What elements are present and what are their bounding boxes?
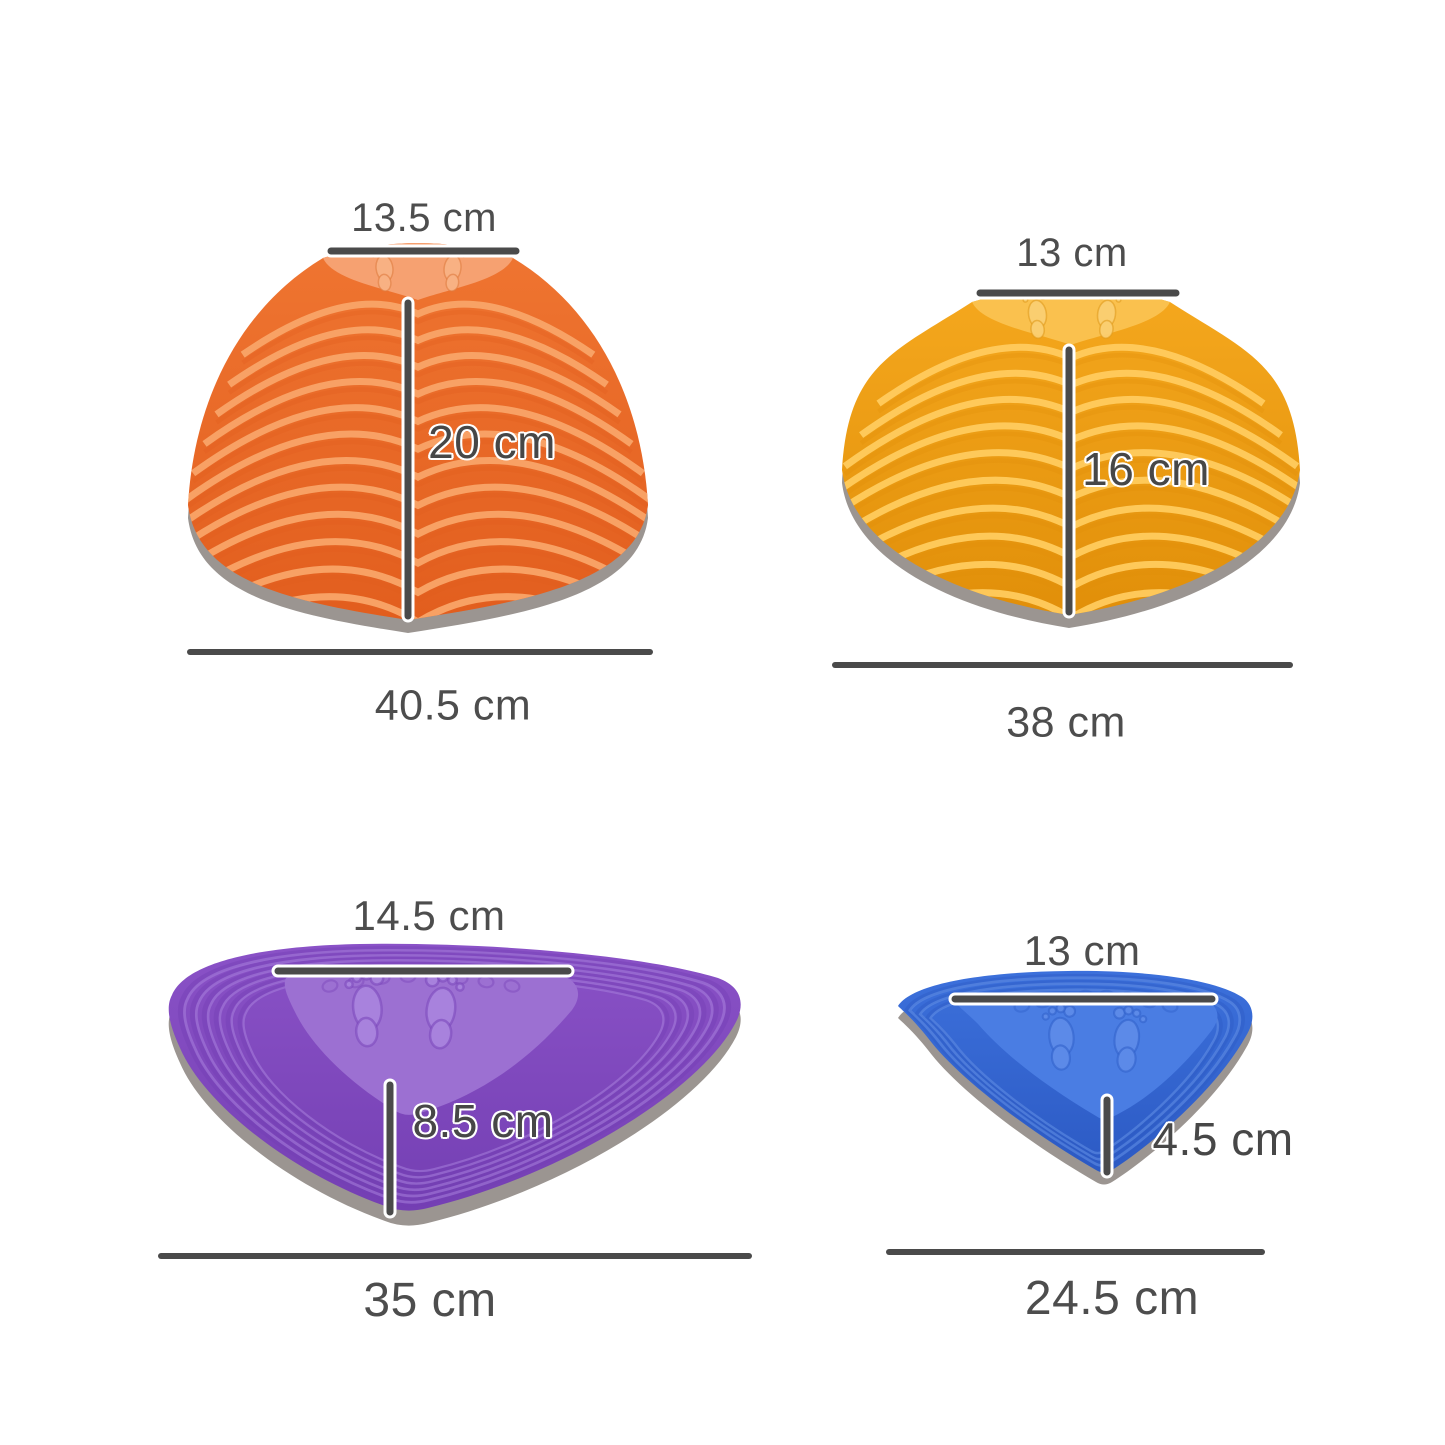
footprint-icon [1041,1002,1077,1071]
orange-base-width-label: 40.5 cm [374,681,532,730]
blue-base-width-label: 24.5 cm [1024,1272,1200,1325]
purple-stepping-stone [168,943,741,1226]
orange-stepping-stone [188,243,648,633]
footprint-icon [424,970,465,1050]
dimension-lines-orange-stepping-stone [187,244,653,655]
orange-height-label: 20 cm [428,416,556,468]
purple-top-width-label: 14.5 cm [352,892,506,939]
purple-base-width-label: 35 cm [363,1274,497,1327]
dimension-lines-purple-stepping-stone [158,964,752,1259]
blue-stepping-stone [898,970,1253,1185]
blue-top-width-label: 13 cm [1023,927,1141,974]
dimension-lines-blue-stepping-stone [886,992,1265,1255]
purple-height-label: 8.5 cm [412,1095,554,1147]
orange-top-width-label: 13.5 cm [351,196,497,240]
footprint-icon [1112,1005,1148,1073]
dimension-lines-yellow-stepping-stone [832,286,1293,668]
yellow-height-label: 16 cm [1082,443,1210,495]
yellow-top-width-label: 13 cm [1016,231,1128,275]
yellow-base-width-label: 38 cm [1006,698,1126,747]
blue-height-label: 4.5 cm [1152,1113,1294,1165]
